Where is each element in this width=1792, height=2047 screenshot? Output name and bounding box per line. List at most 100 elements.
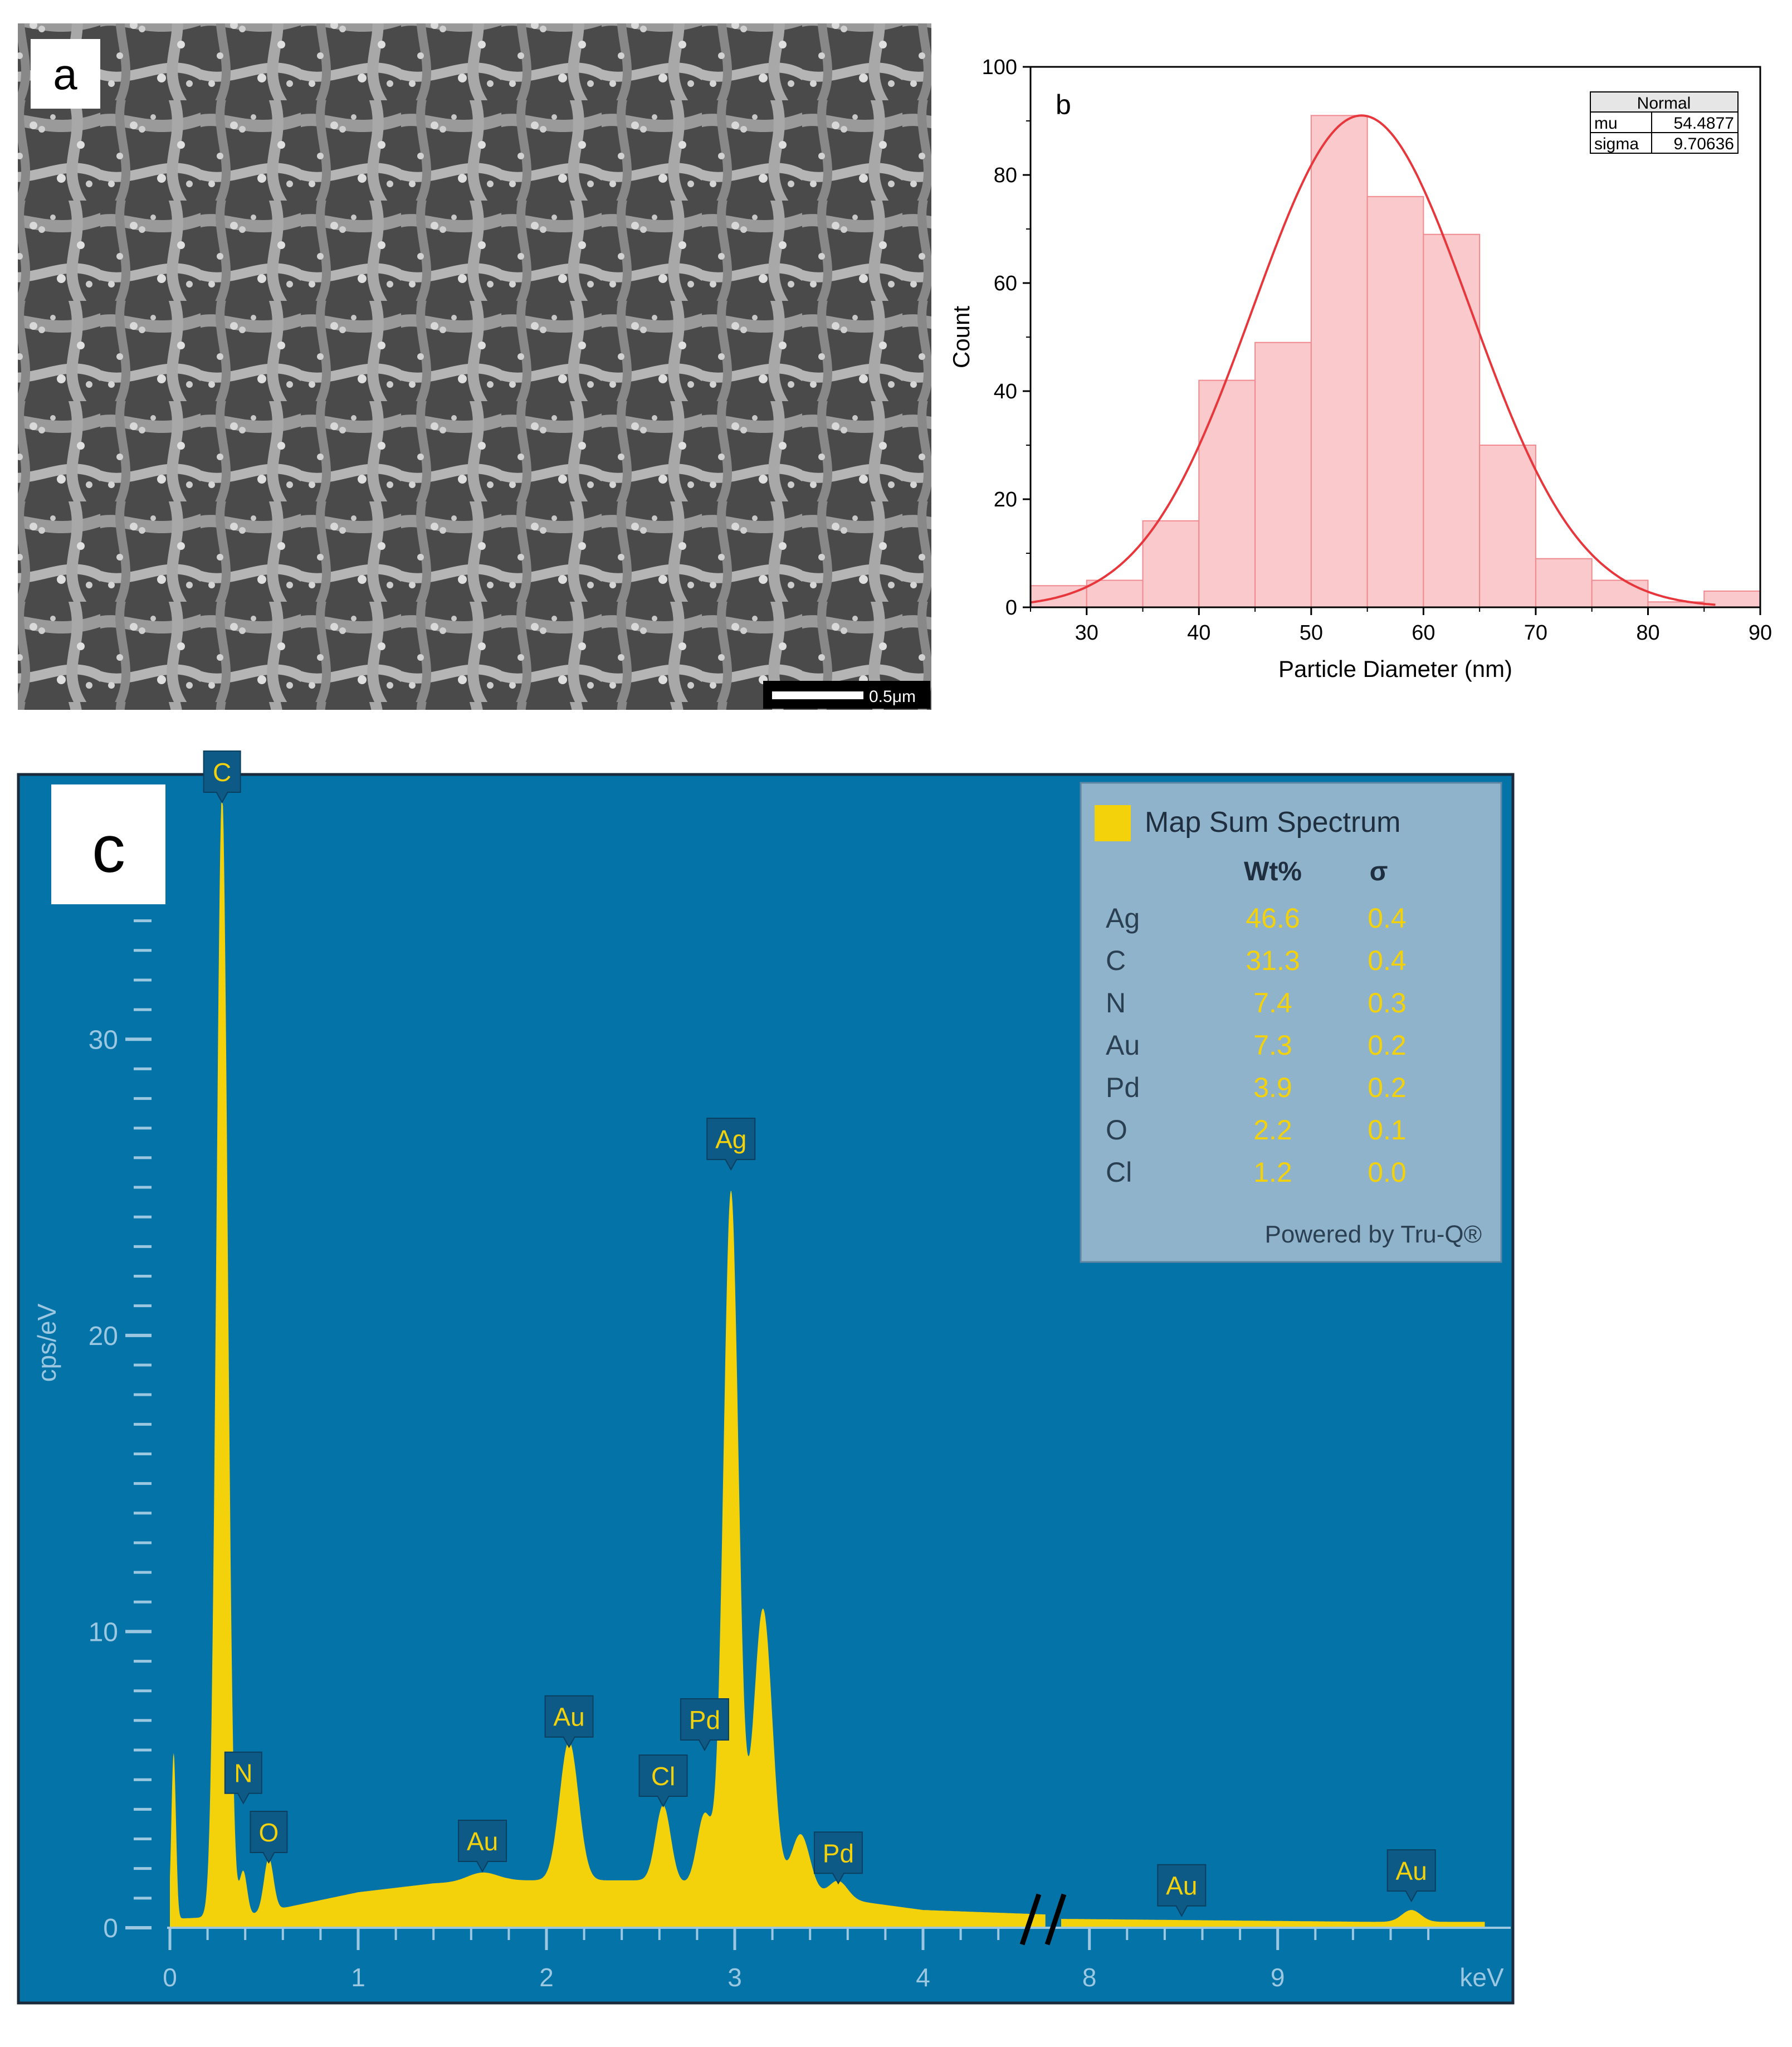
x-tick-label: 50 (1300, 621, 1323, 645)
fit-stats-mu-label: mu (1594, 114, 1618, 133)
x-axis-label: Particle Diameter (nm) (1278, 656, 1512, 682)
svg-text:N: N (234, 1759, 252, 1788)
legend-row: N 7.4 0.3 (1106, 987, 1407, 1018)
legend-row: C 31.3 0.4 (1106, 945, 1407, 976)
y-tick-label: 0 (1005, 596, 1017, 620)
legend-wt: 31.3 (1246, 945, 1300, 976)
x-tick-label: 60 (1412, 621, 1435, 645)
normal-fit-curve (1030, 114, 1716, 606)
legend-sigma: 0.0 (1368, 1157, 1407, 1188)
legend-row: Ag 46.6 0.4 (1106, 903, 1407, 934)
fit-stats-sigma-label: sigma (1594, 135, 1639, 153)
svg-text:C: C (213, 758, 231, 787)
peak-label: Au (1157, 1864, 1207, 1917)
x-tick-label: 3 (727, 1963, 742, 1992)
legend-element: O (1106, 1114, 1127, 1146)
legend-title: Map Sum Spectrum (1145, 806, 1401, 839)
legend-sigma: 0.2 (1368, 1072, 1407, 1103)
spectrum-legend: Map Sum Spectrum Wt% σ Ag 46.6 0.4 C 31.3 0.4… (1080, 782, 1502, 1263)
x-tick-label: 2 (539, 1963, 554, 1992)
peak-label: Pd (680, 1698, 729, 1752)
legend-wt: 1.2 (1253, 1157, 1292, 1188)
histogram-bar (1198, 379, 1256, 608)
y-tick-label: 80 (994, 164, 1017, 187)
peak-label: Au (458, 1820, 507, 1873)
histogram-bar (1366, 196, 1424, 608)
y-tick-label: 20 (994, 488, 1017, 511)
legend-wt: 7.3 (1253, 1030, 1292, 1061)
x-tick-label: 4 (916, 1963, 930, 1992)
histogram-bar (1086, 579, 1144, 608)
peak-label: O (250, 1811, 288, 1864)
panel-a: a 0.5μm (18, 23, 931, 710)
y-tick-label: 30 (89, 1025, 118, 1055)
legend-row: O 2.2 0.1 (1106, 1114, 1407, 1146)
histogram-bar (1254, 342, 1312, 608)
peak-label: Ag (706, 1118, 756, 1171)
legend-col-sigma: σ (1370, 857, 1388, 886)
y-tick-label: 20 (89, 1322, 118, 1351)
legend-col-wt: Wt% (1244, 857, 1302, 886)
histogram-bar (1310, 115, 1368, 608)
histogram-bar (1535, 558, 1593, 608)
legend-sigma: 0.4 (1368, 903, 1407, 934)
legend-element: Cl (1106, 1157, 1132, 1188)
fit-stats-mu-value: 54.4877 (1674, 114, 1734, 133)
legend-sigma: 0.1 (1368, 1114, 1407, 1146)
svg-text:Pd: Pd (689, 1705, 720, 1734)
x-tick-label: 90 (1749, 621, 1772, 645)
y-tick-label: 60 (994, 272, 1017, 295)
svg-text:Pd: Pd (823, 1839, 854, 1868)
svg-text:Au: Au (467, 1827, 498, 1856)
svg-text:Ag: Ag (715, 1125, 746, 1154)
legend-element: Au (1106, 1030, 1140, 1061)
panel-c-label: c (92, 812, 125, 886)
histogram-bar (1142, 520, 1200, 608)
legend-element: Ag (1106, 903, 1140, 934)
x-tick-label: 8 (1082, 1963, 1097, 1992)
panel-c-label-box (51, 784, 165, 904)
panel-b-chart: 30 40 50 60 70 80 90 0 20 40 60 80 100 b Particle Di… (948, 56, 1772, 682)
legend-row: Cl 1.2 0.0 (1106, 1157, 1407, 1188)
legend-wt: 3.9 (1253, 1072, 1292, 1103)
peak-label: Pd (813, 1831, 863, 1885)
svg-text:Au: Au (553, 1703, 584, 1732)
panel-a-label-box (31, 39, 100, 109)
legend-element: N (1106, 987, 1126, 1018)
svg-text:Cl: Cl (651, 1762, 675, 1791)
legend-element: Pd (1106, 1072, 1140, 1103)
x-tick-label: 80 (1636, 621, 1659, 645)
y-axis-label-cps: cps/eV (32, 1303, 61, 1382)
x-tick-label: 0 (163, 1963, 177, 1992)
fit-stats-table: Normal mu 54.4877 sigma 9.70636 (1590, 91, 1739, 154)
peak-label: Au (1386, 1849, 1436, 1903)
panel-b-label: b (1056, 89, 1071, 120)
scalebar-line (772, 691, 863, 699)
legend-wt: 7.4 (1253, 987, 1292, 1018)
y-tick-label: 0 (103, 1914, 118, 1943)
x-tick-label: 40 (1187, 621, 1210, 645)
y-tick-label: 10 (89, 1617, 118, 1647)
fit-stats-sigma-value: 9.70636 (1674, 135, 1734, 153)
legend-row: Pd 3.9 0.2 (1106, 1072, 1407, 1103)
peak-label: Au (544, 1695, 594, 1748)
legend-sigma: 0.4 (1368, 945, 1407, 976)
x-tick-label: 9 (1271, 1963, 1285, 1992)
sem-image (18, 23, 931, 710)
scalebar-label: 0.5μm (869, 688, 916, 706)
x-tick-label: 30 (1075, 621, 1098, 645)
legend-swatch (1095, 805, 1131, 841)
peak-label: Cl (638, 1754, 688, 1808)
axis-break-mark (1019, 1893, 1067, 1946)
peak-label: N (224, 1751, 262, 1805)
histogram-bar (1591, 579, 1649, 608)
panel-a-label: a (53, 50, 77, 99)
svg-text:Au: Au (1396, 1856, 1427, 1885)
y-axis-label: Count (948, 306, 974, 368)
legend-footer: Powered by Tru-Q® (1265, 1221, 1482, 1248)
x-tick-label: 70 (1524, 621, 1547, 645)
peak-label: C (203, 750, 241, 804)
histogram-bar (1479, 445, 1536, 608)
legend-wt: 46.6 (1246, 903, 1300, 934)
